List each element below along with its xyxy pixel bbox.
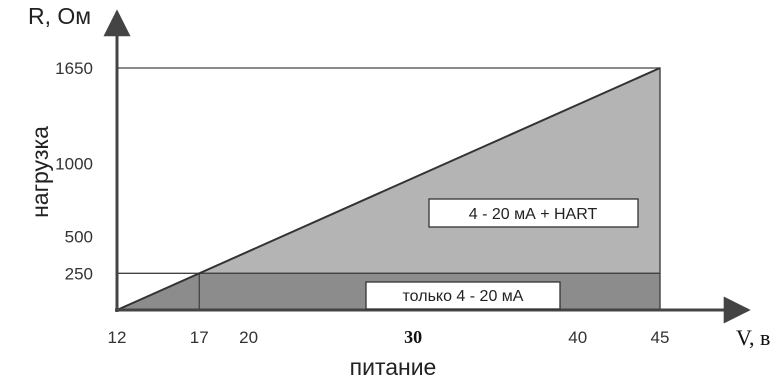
max-load-line: [116, 67, 661, 311]
x-axis-title: питание: [350, 354, 437, 380]
y-tick-label: 500: [65, 228, 93, 247]
y-axis-title: нагрузка: [27, 126, 53, 218]
only-region-label: только 4 - 20 мА: [403, 288, 524, 305]
x-tick-label: 45: [651, 328, 670, 347]
x-tick-label: 40: [568, 328, 587, 347]
x-unit-label: V, в: [736, 325, 770, 350]
x-tick-label: 20: [239, 328, 258, 347]
y-tick-label: 250: [65, 264, 93, 283]
y-tick-label: 1650: [55, 59, 93, 78]
only-label-box: [365, 281, 561, 310]
x-tick-label: 17: [190, 328, 209, 347]
hart-region-label: 4 - 20 мА + HART: [469, 206, 598, 223]
reference-lines: [117, 67, 661, 310]
hart-label-box: [428, 198, 639, 228]
x-tick-label: 30: [404, 327, 422, 347]
y-tick-label: 1000: [55, 154, 93, 173]
x-tick-label: 12: [108, 328, 127, 347]
tick-labels: 12 17 20 30 40 45 250 500 1000 1650: [55, 59, 669, 347]
y-unit-label: R, Ом: [28, 3, 91, 29]
